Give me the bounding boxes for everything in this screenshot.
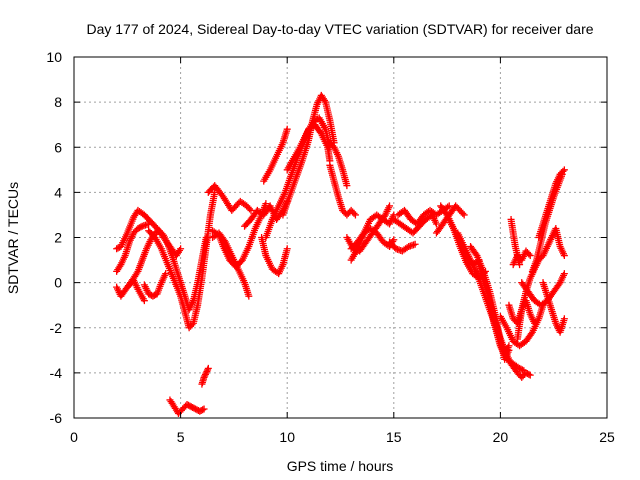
- data-point: [204, 364, 212, 372]
- y-tick-label: 10: [46, 49, 62, 65]
- chart-title: Day 177 of 2024, Sidereal Day-to-day VTE…: [86, 21, 593, 37]
- data-point: [203, 367, 211, 375]
- series-arc-b: [113, 220, 153, 275]
- series-arc-n: [260, 125, 291, 185]
- series-arc-a: [113, 206, 185, 260]
- data-point: [162, 270, 170, 278]
- series-arc-q: [283, 114, 334, 174]
- x-tick-label: 10: [279, 429, 295, 445]
- data-point: [531, 319, 539, 327]
- data-point: [560, 315, 568, 323]
- series-arc-ac: [454, 229, 513, 359]
- series-arc-r: [326, 139, 351, 190]
- data-point: [526, 252, 534, 260]
- data-point: [560, 252, 568, 260]
- data-point: [200, 373, 208, 381]
- y-tick-label: -2: [50, 320, 63, 336]
- series-arc-v: [347, 211, 398, 264]
- data-point: [390, 236, 398, 244]
- y-tick-label: -6: [50, 410, 63, 426]
- series-arc-j: [209, 229, 253, 300]
- x-tick-labels: 0 5 10 15 20 25: [70, 429, 615, 445]
- y-tick-label: 0: [54, 275, 62, 291]
- data-point: [560, 270, 568, 278]
- y-tick-label: 2: [54, 230, 62, 246]
- data-point: [516, 261, 524, 269]
- data-point: [140, 297, 148, 305]
- data-point: [432, 220, 440, 228]
- data-point: [350, 209, 358, 217]
- series-arc-s: [326, 161, 359, 219]
- y-tick-label: -4: [50, 365, 63, 381]
- y-tick-label: 8: [54, 94, 62, 110]
- data-point: [525, 370, 533, 378]
- series-arc-aj: [509, 247, 534, 269]
- data-point: [518, 366, 526, 374]
- series-arc-am: [528, 170, 566, 275]
- x-tick-label: 0: [70, 429, 78, 445]
- data-point: [262, 200, 270, 208]
- data-point: [520, 367, 528, 375]
- series-arc-p: [279, 91, 338, 219]
- data-point: [283, 245, 291, 253]
- data-points: [113, 91, 568, 417]
- data-point: [459, 209, 467, 217]
- series-arc-af: [484, 288, 528, 375]
- y-axis-label: SDTVAR / TECUs: [5, 182, 21, 294]
- series-arc-ak: [513, 224, 568, 343]
- data-point: [246, 205, 254, 213]
- x-tick-label: 15: [386, 429, 402, 445]
- axis-ticks: [73, 56, 608, 419]
- x-tick-label: 5: [177, 429, 185, 445]
- data-point: [411, 240, 419, 248]
- x-tick-label: 20: [493, 429, 509, 445]
- series-arc-z: [432, 202, 468, 237]
- data-point: [526, 371, 534, 379]
- series-arc-y: [394, 202, 453, 228]
- data-point: [202, 369, 210, 377]
- series-arc-g: [166, 396, 208, 417]
- data-point: [283, 125, 291, 133]
- data-point: [525, 250, 533, 258]
- data-point: [245, 292, 253, 300]
- series-arc-i: [204, 182, 255, 214]
- data-point: [204, 366, 212, 374]
- data-point: [444, 203, 452, 211]
- series-arc-h: [198, 364, 212, 388]
- data-point: [137, 223, 145, 231]
- y-tick-label: 6: [54, 139, 62, 155]
- data-point: [188, 321, 196, 329]
- data-point: [343, 182, 351, 190]
- y-tick-label: 4: [54, 184, 62, 200]
- data-point: [201, 372, 209, 380]
- data-point: [386, 202, 394, 210]
- y-tick-labels: -6 -4 -2 0 2 4 6 8 10: [46, 49, 62, 426]
- data-point: [145, 220, 153, 228]
- data-point: [445, 202, 453, 210]
- series-arc-w: [386, 238, 419, 255]
- series-arc-ao: [539, 279, 568, 336]
- x-axis-label: GPS time / hours: [287, 458, 394, 474]
- data-point: [200, 405, 208, 413]
- series-arc-f: [140, 270, 170, 300]
- data-point: [559, 167, 567, 175]
- data-point: [560, 166, 568, 174]
- data-point: [247, 206, 255, 214]
- grid: [74, 57, 607, 418]
- series-arc-e: [145, 188, 219, 332]
- data-point: [177, 245, 185, 253]
- series-arc-ah: [505, 297, 539, 327]
- data-point: [199, 406, 207, 414]
- data-point: [460, 211, 468, 219]
- series-arc-an: [535, 166, 568, 241]
- data-point: [201, 370, 209, 378]
- x-tick-label: 25: [599, 429, 615, 445]
- series-arc-d: [113, 276, 148, 305]
- series-arc-m: [258, 234, 291, 278]
- data-point: [351, 211, 359, 219]
